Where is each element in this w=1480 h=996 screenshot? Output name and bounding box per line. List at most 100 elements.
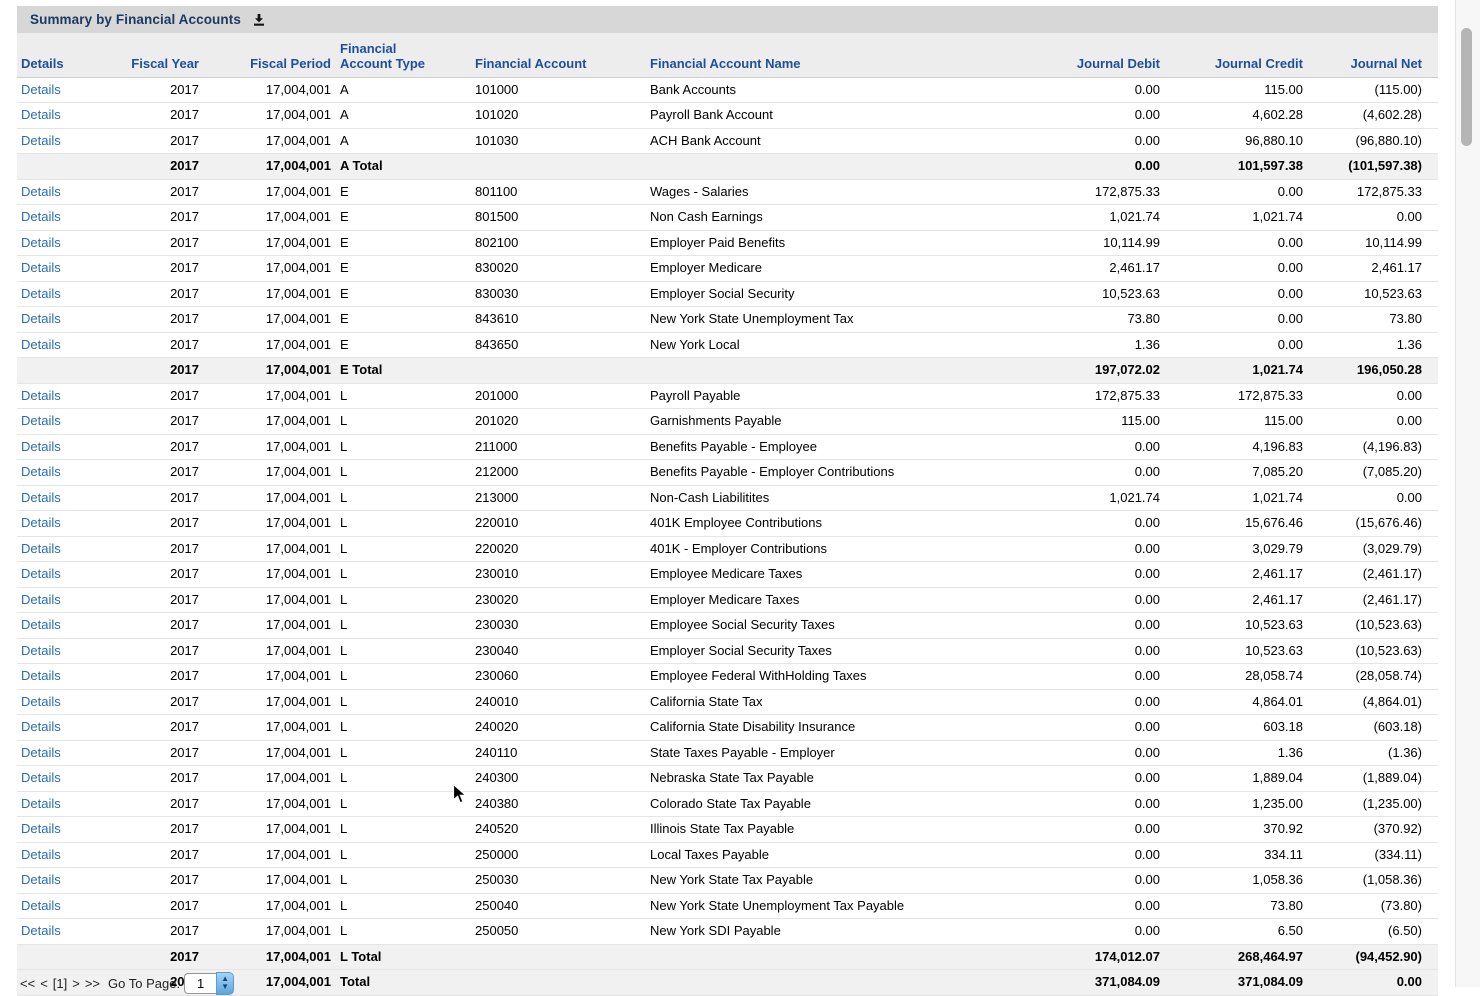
pagination-current-page[interactable]: [1] [52, 975, 68, 991]
cell-debit: 0.00 [1020, 867, 1162, 894]
column-header-fiscal_year: Fiscal Year [109, 33, 201, 78]
cell-account_name: Employer Medicare Taxes [645, 587, 1020, 613]
details-link[interactable]: Details [21, 464, 61, 479]
total-row: 2017 17,004,001 L Total 174,012.07 268,464.9… [17, 944, 1438, 970]
details-link[interactable]: Details [21, 540, 61, 556]
details-link[interactable]: Details [21, 387, 61, 403]
cell-fiscal_year: 2017 [109, 306, 201, 333]
download-icon [253, 13, 264, 26]
details-link[interactable]: Details [21, 770, 61, 785]
cell-account_type: E Total [333, 357, 470, 384]
cell-details [17, 357, 109, 384]
details-link[interactable]: Details [21, 132, 61, 148]
cell-fiscal_period: 17,004,001 [201, 179, 333, 205]
table-row: Details 2017 17,004,001 L 240520 Illinois Sta… [17, 816, 1438, 843]
cell-account_name: Garnishments Payable [645, 408, 1020, 435]
vertical-scrollbar-thumb[interactable] [1461, 28, 1472, 146]
cell-account_type: L [333, 740, 470, 766]
details-link[interactable]: Details [21, 744, 61, 760]
table-row: Details 2017 17,004,001 A 101020 Payroll Bank… [17, 102, 1438, 129]
table-row: Details 2017 17,004,001 L 211000 Benefits Pay… [17, 434, 1438, 460]
cell-debit: 0.00 [1020, 893, 1162, 919]
cell-details: Details [17, 102, 109, 129]
cell-fiscal_year: 2017 [109, 153, 201, 180]
cell-details: Details [17, 561, 109, 588]
cell-debit: 0.00 [1020, 561, 1162, 588]
pagination-first-button[interactable]: << [20, 975, 36, 991]
details-link[interactable]: Details [21, 285, 61, 301]
cell-credit: 28,058.74 [1162, 663, 1305, 690]
cell-fiscal_year: 2017 [109, 561, 201, 588]
details-link[interactable]: Details [21, 81, 61, 97]
pagination-last-button[interactable]: >> [84, 975, 101, 991]
page-stepper-button[interactable]: ▲ ▼ [216, 971, 235, 995]
cell-debit: 0.00 [1020, 816, 1162, 843]
details-link[interactable]: Details [21, 489, 61, 505]
details-link[interactable]: Details [21, 234, 61, 250]
details-link[interactable]: Details [21, 897, 61, 913]
cell-details: Details [17, 638, 109, 664]
cell-net: 0.00 [1305, 383, 1438, 409]
cell-fiscal_period: 17,004,001 [201, 536, 333, 562]
cell-debit: 0.00 [1020, 128, 1162, 154]
details-link[interactable]: Details [21, 617, 61, 632]
download-button[interactable] [252, 13, 266, 27]
details-link[interactable]: Details [21, 311, 61, 326]
cell-account_name: Non Cash Earnings [645, 204, 1020, 231]
vertical-scrollbar-track[interactable] [1455, 0, 1480, 987]
cell-details: Details [17, 893, 109, 919]
table-row: Details 2017 17,004,001 L 250040 New York Sta… [17, 893, 1438, 919]
cell-fiscal_year: 2017 [109, 459, 201, 486]
cell-account_name: Colorado State Tax Payable [645, 791, 1020, 817]
cell-account_type: L [333, 791, 470, 817]
column-header-account_type: Financial Account Type [333, 33, 470, 78]
cell-fiscal_period: 17,004,001 [201, 230, 333, 256]
details-link[interactable]: Details [21, 566, 61, 581]
cell-debit: 10,523.63 [1020, 281, 1162, 307]
details-link[interactable]: Details [21, 438, 61, 454]
details-link[interactable]: Details [21, 795, 61, 811]
details-link[interactable]: Details [21, 107, 61, 122]
cell-net: (15,676.46) [1305, 510, 1438, 537]
details-link[interactable]: Details [21, 872, 61, 887]
table-row: Details 2017 17,004,001 L 201000 Payroll Paya… [17, 383, 1438, 409]
cell-net: (3,029.79) [1305, 536, 1438, 562]
cell-account_name: Nebraska State Tax Payable [645, 765, 1020, 792]
details-link[interactable]: Details [21, 260, 61, 275]
details-link[interactable]: Details [21, 846, 61, 862]
cell-account_type: L [333, 663, 470, 690]
cell-credit: 15,676.46 [1162, 510, 1305, 537]
details-link[interactable]: Details [21, 668, 61, 683]
details-link[interactable]: Details [21, 693, 61, 709]
table-row: Details 2017 17,004,001 E 843610 New York Sta… [17, 306, 1438, 333]
cell-fiscal_period: 17,004,001 [201, 204, 333, 231]
details-link[interactable]: Details [21, 642, 61, 658]
details-link[interactable]: Details [21, 591, 61, 607]
details-link[interactable]: Details [21, 413, 61, 428]
details-link[interactable]: Details [21, 209, 61, 224]
details-link[interactable]: Details [21, 336, 61, 352]
cell-fiscal_period: 17,004,001 [201, 740, 333, 766]
table-row: Details 2017 17,004,001 L 220010 401K Employe… [17, 510, 1438, 537]
cell-credit: 172,875.33 [1162, 383, 1305, 409]
table-row: Details 2017 17,004,001 L 213000 Non-Cash Lia… [17, 485, 1438, 511]
go-to-page-input[interactable] [184, 972, 217, 994]
table-header-row: Details Fiscal Year Fiscal Period Financial… [17, 33, 1438, 78]
cell-fiscal_period: 17,004,001 [201, 383, 333, 409]
details-link[interactable]: Details [21, 183, 61, 199]
cell-account_name: Payroll Bank Account [645, 102, 1020, 129]
table-row: Details 2017 17,004,001 E 801100 Wages - Sala… [17, 179, 1438, 205]
details-link[interactable]: Details [21, 923, 61, 938]
cell-account: 220010 [470, 510, 645, 537]
table-row: Details 2017 17,004,001 L 230030 Employee Soc… [17, 612, 1438, 639]
details-link[interactable]: Details [21, 719, 61, 734]
cell-account_name: Benefits Payable - Employer Contribution… [645, 459, 1020, 486]
cell-fiscal_period: 17,004,001 [201, 918, 333, 945]
details-link[interactable]: Details [21, 515, 61, 530]
cell-details: Details [17, 383, 109, 409]
details-link[interactable]: Details [21, 821, 61, 836]
cell-account_type: L [333, 536, 470, 562]
cell-account: 250050 [470, 918, 645, 945]
pagination-prev-button[interactable]: < [40, 975, 48, 991]
pagination-next-button[interactable]: > [72, 975, 80, 991]
